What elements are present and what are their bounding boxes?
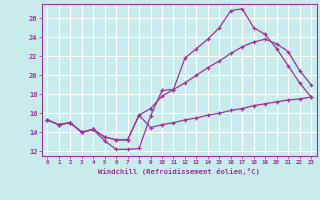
X-axis label: Windchill (Refroidissement éolien,°C): Windchill (Refroidissement éolien,°C) xyxy=(98,168,260,175)
